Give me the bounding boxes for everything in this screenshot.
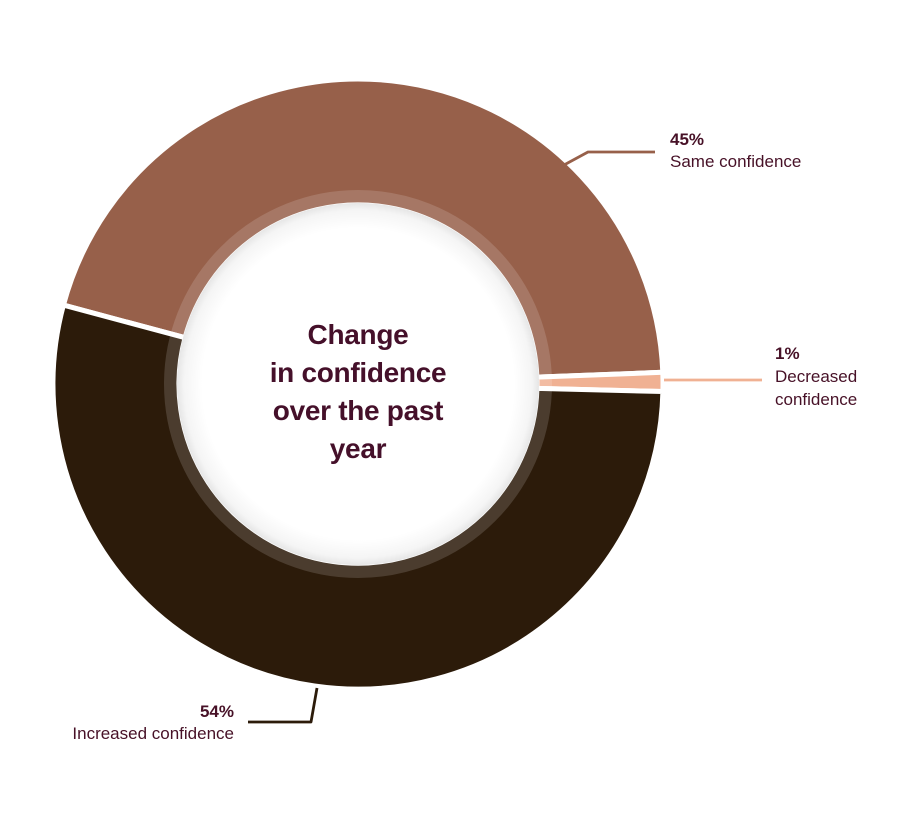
chart-center-title: Change in confidence over the past year: [198, 316, 518, 468]
donut-hole-shade: [177, 203, 539, 565]
leader-line-increased-confidence: [248, 687, 319, 724]
callout-increased-confidence: 54% Increased confidence: [33, 701, 234, 745]
inner-bevel-ring: [164, 190, 552, 578]
callout-percent: 45%: [670, 130, 705, 149]
callout-decreased-confidence: 1% Decreased confidence: [775, 342, 875, 411]
leader-line-same-confidence: [563, 150, 655, 167]
callout-label: Increased confidence: [72, 724, 234, 743]
callout-percent: 1%: [775, 344, 800, 363]
center-title-line: year: [329, 433, 387, 464]
center-title-line: over the past: [272, 395, 444, 426]
center-title-line: in confidence: [269, 357, 447, 388]
callout-label: Same confidence: [670, 152, 802, 171]
callout-same-confidence: 45% Same confidence: [670, 129, 850, 173]
callout-percent: 54%: [199, 702, 234, 721]
center-title-line: Change: [307, 319, 409, 350]
callout-label: Decreased confidence: [775, 367, 858, 409]
